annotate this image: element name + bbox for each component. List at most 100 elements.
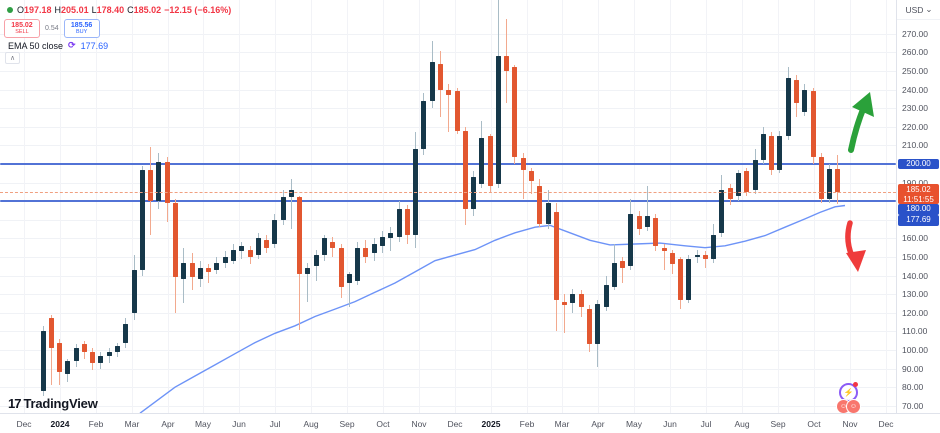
grid-line-v xyxy=(203,0,204,413)
grid-line-v xyxy=(527,0,528,413)
candle xyxy=(669,253,675,265)
grid-line-h xyxy=(0,368,896,370)
grid-line-h xyxy=(0,331,896,333)
grid-line-h xyxy=(0,126,896,128)
candle xyxy=(115,346,121,352)
candle-wick xyxy=(564,294,566,334)
time-tick-label: Mar xyxy=(124,419,140,429)
price-tick-label: 160.00 xyxy=(902,233,928,244)
price-tick-label: 270.00 xyxy=(902,28,928,39)
candle xyxy=(462,130,468,209)
grid-line-v xyxy=(562,0,563,413)
notification-dot xyxy=(853,382,858,387)
bar-countdown: 11:51:55 xyxy=(903,194,934,204)
candle xyxy=(255,238,261,256)
candle xyxy=(777,136,783,170)
candle xyxy=(40,331,46,391)
candle xyxy=(164,162,170,204)
candle xyxy=(355,247,361,282)
candle xyxy=(702,255,708,259)
price-tick-label: 250.00 xyxy=(902,66,928,76)
sell-button[interactable]: 185.02 SELL xyxy=(4,19,40,38)
candle xyxy=(446,89,452,96)
grid-line-h xyxy=(0,71,896,72)
candle xyxy=(562,301,568,306)
candle xyxy=(653,217,659,246)
candle xyxy=(81,344,87,352)
grid-line-v xyxy=(670,0,671,413)
horizontal-level-line[interactable] xyxy=(0,200,896,203)
chart-plot-area[interactable]: O197.18 H205.01 L178.40 C185.02 −12.15 (−6.1… xyxy=(0,0,896,413)
level-200-badge: 200.00 xyxy=(898,158,939,169)
candle xyxy=(644,216,650,228)
currency-selector[interactable]: USD ⌄ xyxy=(897,0,940,20)
grid-line-v xyxy=(168,0,169,413)
buy-button[interactable]: 185.56 BUY xyxy=(63,19,100,38)
low-value: 178.40 xyxy=(96,5,125,15)
candle xyxy=(760,134,766,161)
candle xyxy=(512,67,518,157)
time-tick-label: Jul xyxy=(700,419,712,429)
ohlc-legend[interactable]: O197.18 H205.01 L178.40 C185.02 −12.15 (−6.1… xyxy=(7,5,231,15)
candle xyxy=(586,309,592,345)
price-tick-label: 260.00 xyxy=(902,47,928,58)
high-label: H xyxy=(54,5,62,15)
grid-line-h xyxy=(0,52,896,54)
time-tick-label: Aug xyxy=(303,419,319,429)
ema-indicator-legend[interactable]: EMA 50 close ⟳ 177.69 xyxy=(8,40,108,51)
time-tick-label: Feb xyxy=(88,419,104,429)
horizontal-level-line[interactable] xyxy=(0,163,896,165)
candle xyxy=(785,78,791,137)
candle xyxy=(322,238,328,256)
candle xyxy=(264,240,270,248)
time-tick-label: Sep xyxy=(339,419,355,429)
low-label: L xyxy=(91,5,97,15)
red-down-arrow-head[interactable] xyxy=(846,250,866,272)
time-axis[interactable]: Dec 2024 Feb Mar Apr May Jun Jul Aug Sep Oct Nov Dec… xyxy=(0,413,940,433)
candle xyxy=(363,247,369,257)
red-down-arrow[interactable] xyxy=(845,220,855,259)
candle xyxy=(98,355,104,364)
emoji-reaction-icon[interactable]: ☺ xyxy=(846,399,861,413)
grid-line-h xyxy=(0,145,896,147)
candle-wick xyxy=(663,243,665,270)
tradingview-logo-text: TradingView xyxy=(23,396,98,411)
ema-value-badge: 177.69 xyxy=(898,215,939,226)
candle xyxy=(288,190,294,198)
time-tick-label: Nov xyxy=(842,419,858,429)
time-tick-label: Apr xyxy=(161,419,175,429)
tradingview-logo[interactable]: 17 TradingView xyxy=(8,396,98,411)
candle xyxy=(330,242,336,248)
grid-line-v xyxy=(455,0,456,413)
candle xyxy=(818,156,824,200)
spread-value: 0.54 xyxy=(45,25,59,32)
candle xyxy=(404,208,410,235)
candle xyxy=(172,203,178,278)
grid-line-v xyxy=(383,0,384,413)
price-tick-label: 70.00 xyxy=(902,400,924,411)
sell-label: SELL xyxy=(15,29,29,35)
grid-line-h xyxy=(0,350,896,351)
price-tick-label: 140.00 xyxy=(902,270,928,281)
candle xyxy=(379,236,385,246)
candle xyxy=(388,232,394,239)
candle xyxy=(736,173,742,196)
drawing-layer xyxy=(845,92,874,272)
green-up-arrow-head[interactable] xyxy=(852,92,874,117)
candle xyxy=(752,160,758,191)
grid-line-v xyxy=(96,0,97,413)
collapse-indicators-button[interactable]: ∧ xyxy=(5,52,20,64)
time-tick-label: Oct xyxy=(807,419,821,429)
candle-wick xyxy=(307,262,309,302)
green-up-arrow[interactable] xyxy=(848,104,867,153)
price-tick-label: 90.00 xyxy=(902,363,924,374)
time-tick-label: Jun xyxy=(663,419,677,429)
time-tick-label: Nov xyxy=(411,419,427,429)
candle xyxy=(239,245,245,252)
price-axis[interactable]: USD ⌄ 270.00 260.00 250.00 240.00 230.00 220.… xyxy=(896,0,940,433)
price-tick-label: 240.00 xyxy=(902,84,928,95)
candle xyxy=(835,169,841,192)
candle-wick xyxy=(390,227,392,252)
candle xyxy=(570,294,576,304)
